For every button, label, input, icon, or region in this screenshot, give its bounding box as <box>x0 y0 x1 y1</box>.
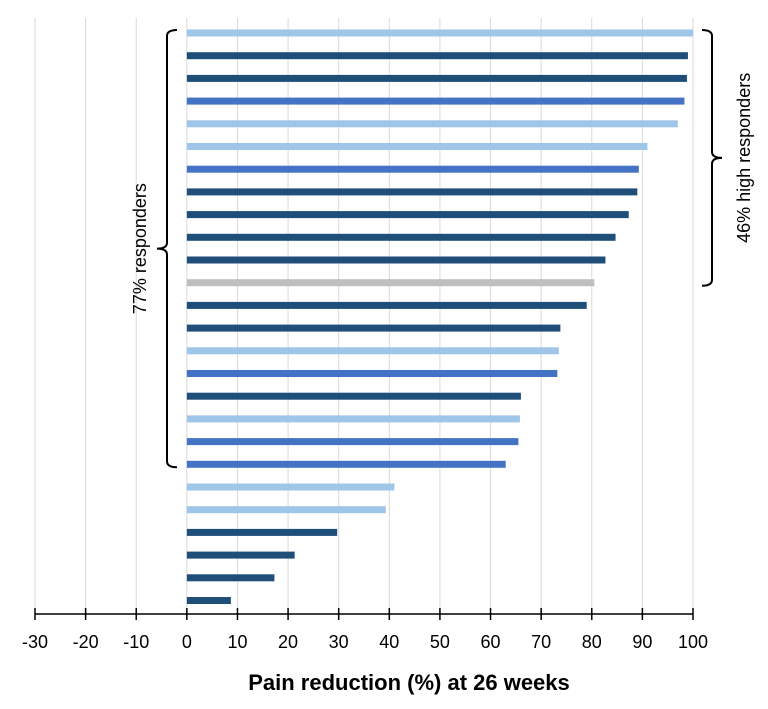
bar <box>186 483 395 491</box>
x-tick-labels: -30 -20 -10 0 10 20 30 40 50 60 70 80 90 100 <box>22 632 708 652</box>
x-axis-title: Pain reduction (%) at 26 weeks <box>248 670 570 695</box>
bar <box>186 324 561 332</box>
x-tick-label: 40 <box>379 632 399 652</box>
x-tick-label: 10 <box>227 632 247 652</box>
bar <box>186 528 338 536</box>
bar <box>186 52 688 60</box>
x-tick-label: -30 <box>22 632 48 652</box>
bar <box>186 301 587 309</box>
x-tick-label: 90 <box>632 632 652 652</box>
bar <box>186 574 275 582</box>
bar <box>186 143 648 150</box>
x-tick-label: 20 <box>278 632 298 652</box>
x-tick-label: 0 <box>182 632 192 652</box>
gridlines <box>34 18 694 614</box>
bar <box>186 29 693 37</box>
bar <box>186 392 521 400</box>
bar <box>186 74 687 82</box>
bar <box>186 211 629 219</box>
bar <box>186 97 685 105</box>
x-tick-label: 30 <box>329 632 349 652</box>
bar <box>186 551 295 559</box>
bar <box>186 438 519 446</box>
responders-bracket <box>156 29 178 469</box>
bar <box>186 188 638 196</box>
high-responders-label: 46% high responders <box>734 73 754 243</box>
x-tick-label: -10 <box>123 632 149 652</box>
bar <box>186 460 506 468</box>
bar <box>186 370 558 377</box>
x-tick-label: -20 <box>73 632 99 652</box>
x-tick-label: 70 <box>531 632 551 652</box>
high-responders-bracket <box>701 29 723 287</box>
bar <box>186 233 616 241</box>
x-axis <box>34 608 694 620</box>
bar <box>186 347 559 355</box>
bar <box>186 120 678 128</box>
x-tick-label: 50 <box>430 632 450 652</box>
bar <box>186 279 595 287</box>
bar <box>186 415 520 423</box>
x-tick-label: 60 <box>481 632 501 652</box>
responder-brackets: 77% responders 46% high responders <box>130 29 754 469</box>
bar <box>186 165 639 173</box>
bar <box>186 506 386 514</box>
bar <box>186 256 606 264</box>
bars <box>186 29 693 604</box>
x-tick-label: 80 <box>582 632 602 652</box>
x-tick-label: 100 <box>678 632 708 652</box>
bar <box>186 597 231 604</box>
responders-label: 77% responders <box>130 183 150 314</box>
